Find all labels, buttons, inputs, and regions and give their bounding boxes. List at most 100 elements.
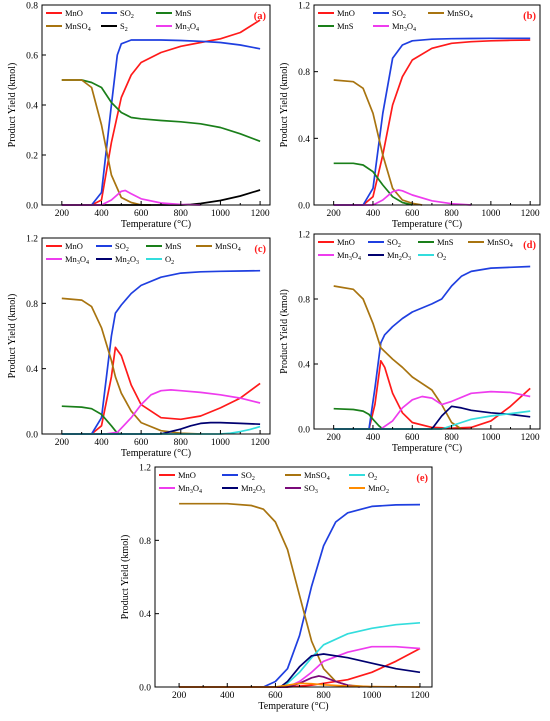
- panel-label: (a): [254, 11, 267, 22]
- panel-label: (b): [523, 11, 536, 22]
- plot-frame: [154, 466, 433, 688]
- legend-label: SO2: [120, 8, 134, 20]
- legend-item-O2: O2: [418, 250, 446, 262]
- legend-label: Mn2O3: [387, 250, 411, 262]
- legend-label: SO3: [304, 483, 318, 495]
- series-line-MnO: [61, 346, 261, 435]
- y-tick-label: 0.2: [26, 152, 38, 162]
- x-tick-label: 1000: [362, 691, 381, 701]
- plot-frame: [41, 4, 271, 206]
- legend-label-sub: 4: [238, 247, 241, 253]
- y-tick-label: 0.0: [139, 684, 151, 694]
- legend-item-O2: O2: [349, 470, 377, 482]
- legend-label-sub: 2: [127, 260, 130, 266]
- legend-item-MnSO4: MnSO4: [428, 8, 473, 20]
- legend-label-main: MnSO: [65, 21, 88, 31]
- legend-label: Mn3O4: [178, 483, 202, 495]
- series-line-SO2: [61, 39, 261, 206]
- series-line-MnS: [333, 407, 384, 430]
- legend-label: MnS: [175, 8, 192, 18]
- series-line-SO2: [333, 37, 531, 206]
- legend-label-main2: O: [130, 254, 136, 264]
- x-tick-label: 800: [174, 438, 189, 448]
- legend-label-main: S: [120, 21, 125, 31]
- legend-label: S2: [120, 21, 128, 33]
- legend-label-sub: 2: [403, 14, 406, 20]
- series-line-SO2: [333, 265, 531, 430]
- legend-label: SO2: [387, 237, 401, 249]
- x-axis-label: Temperature (°C): [258, 701, 328, 712]
- legend-item-Mn3O4: Mn3O4: [373, 21, 416, 33]
- legend-item-MnS: MnS: [146, 241, 182, 251]
- legend-label-main: SO: [241, 470, 252, 480]
- legend-item-Mn2O3: Mn2O3: [368, 250, 411, 262]
- legend-item-MnSO4: MnSO4: [196, 241, 241, 253]
- x-tick-label: 800: [316, 691, 331, 701]
- legend-item-MnO: MnO: [159, 470, 196, 480]
- legend-label: MnS: [437, 237, 454, 247]
- x-tick-label: 400: [366, 433, 381, 443]
- x-tick-label: 200: [172, 691, 187, 701]
- y-tick-label: 0.4: [26, 102, 38, 112]
- series-line-MnO2: [179, 682, 421, 688]
- x-axis-label: Temperature (°C): [392, 219, 462, 230]
- legend-item-SO2: SO2: [373, 8, 406, 20]
- series-line-MnSO4: [333, 285, 462, 430]
- series-line-SO2: [61, 269, 261, 435]
- legend-label-main: MnO: [368, 483, 386, 493]
- chart-panel-d: 200 400 600 800 1000 1200 0.0 0.4 0.8 1.2 Temperat…: [279, 231, 541, 454]
- y-axis-label: Product Yield (kmol): [120, 535, 131, 620]
- legend-label-sub: 4: [510, 243, 513, 249]
- legend-label-main: SO: [120, 8, 131, 18]
- legend-label-main: MnO: [65, 8, 83, 18]
- plot-frame: [313, 4, 541, 206]
- legend-label-sub2: 3: [262, 489, 265, 495]
- x-tick-label: 1200: [251, 209, 270, 219]
- legend-label-sub: 4: [327, 476, 330, 482]
- legend-label-main: MnO: [337, 8, 355, 18]
- y-tick-label: 0.8: [298, 296, 310, 306]
- x-tick-label: 1200: [521, 433, 540, 443]
- y-tick-label: 0.8: [298, 68, 310, 78]
- x-tick-label: 600: [405, 209, 420, 219]
- legend-item-MnSO4: MnSO4: [285, 470, 330, 482]
- chart-panel-c: 200 400 600 800 1000 1200 0.0 0.4 0.8 1.2 Temperat…: [7, 235, 271, 459]
- legend-label: MnS: [337, 21, 354, 31]
- y-axis-label: Product Yield (kmol): [279, 63, 290, 148]
- legend-item-SO2: SO2: [368, 237, 401, 249]
- legend-label-sub: 2: [253, 489, 256, 495]
- legend-item-MnSO4: MnSO4: [46, 21, 91, 33]
- legend-label-main: Mn: [387, 250, 400, 260]
- legend-label-main: MnS: [337, 21, 354, 31]
- legend-item-MnS: MnS: [418, 237, 454, 247]
- legend-label-main2: O: [256, 483, 262, 493]
- y-axis-label: Product Yield (kmol): [279, 289, 290, 374]
- chart-panel-b: 200 400 600 800 1000 1200 0.0 0.4 0.8 1.2 Temperat…: [279, 2, 541, 230]
- legend-label: Mn2O3: [115, 254, 139, 266]
- legend-label-sub2: 4: [413, 27, 416, 33]
- y-tick-label: 0.6: [26, 52, 38, 62]
- legend-label: MnO2: [368, 483, 389, 495]
- legend-label-sub: 3: [190, 489, 193, 495]
- legend-label-main: Mn: [392, 21, 405, 31]
- x-tick-label: 400: [94, 438, 109, 448]
- series-line-Mn2O3: [179, 653, 421, 688]
- legend-label-main: MnO: [65, 241, 83, 251]
- series-line-MnSO4: [61, 297, 201, 435]
- plot-frame: [313, 233, 541, 430]
- y-tick-label: 0.0: [26, 202, 38, 212]
- legend-label-main2: O: [407, 21, 413, 31]
- x-tick-label: 1200: [410, 691, 429, 701]
- legend-label-sub: 2: [374, 476, 377, 482]
- series-line-Mn3O4: [61, 389, 261, 435]
- y-tick-label: 0.8: [26, 2, 38, 12]
- series-line-Mn2O3: [61, 421, 261, 435]
- x-tick-label: 1200: [251, 438, 270, 448]
- legend-item-Mn2O3: Mn2O3: [222, 483, 265, 495]
- legend-label-sub: 3: [77, 260, 80, 266]
- x-tick-label: 400: [366, 209, 381, 219]
- legend-label: MnSO4: [65, 21, 91, 33]
- x-tick-label: 600: [134, 438, 149, 448]
- series-line-MnSO4: [179, 502, 372, 688]
- legend-item-Mn2O3: Mn2O3: [96, 254, 139, 266]
